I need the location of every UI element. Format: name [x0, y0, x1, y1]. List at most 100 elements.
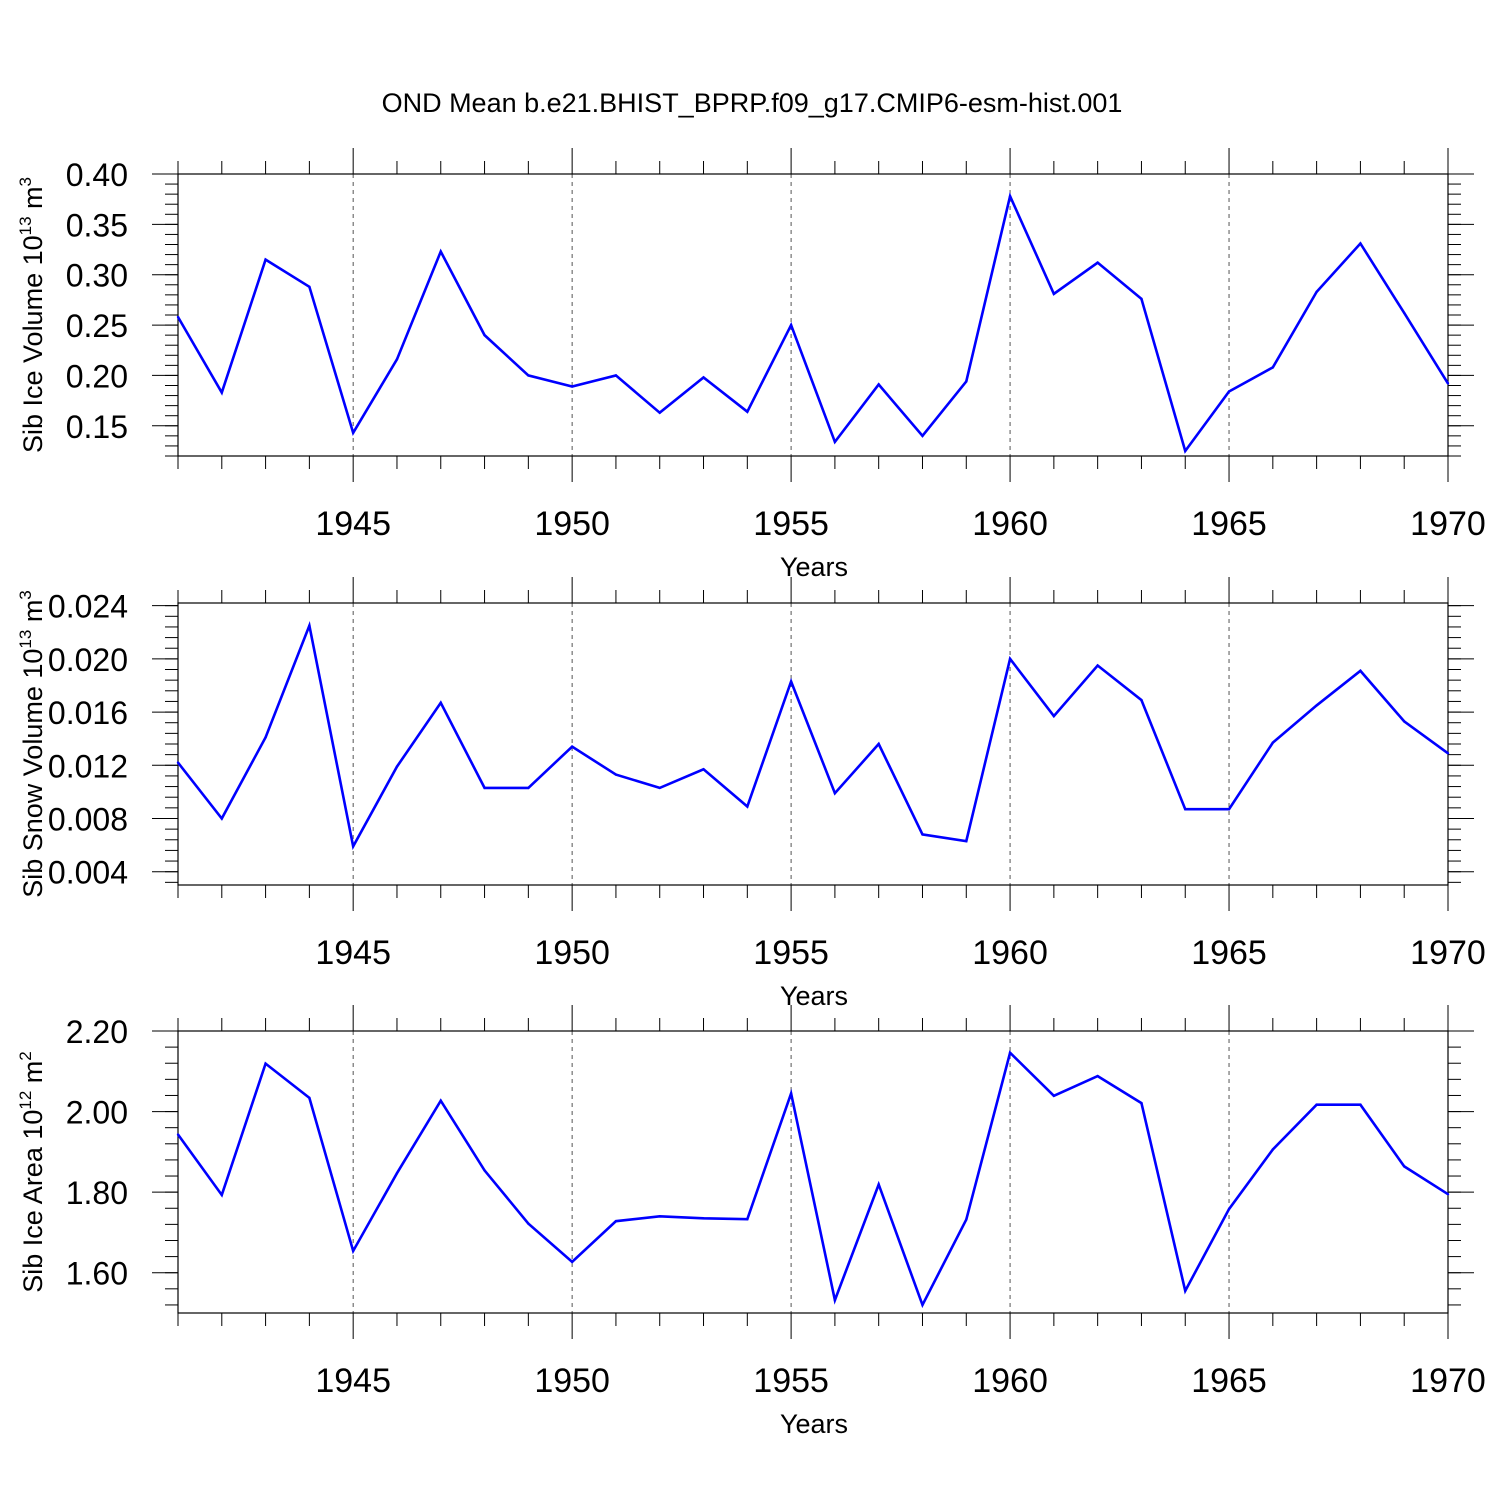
y-axis-title-unit-exponent: 3	[16, 177, 35, 186]
y-axis-title: Sib Snow Volume 1013 m3	[16, 590, 48, 898]
y-tick-label: 0.016	[48, 695, 128, 731]
x-axis-title: Years	[780, 981, 848, 1011]
x-tick-label: 1965	[1191, 505, 1267, 543]
data-point	[1140, 698, 1143, 702]
y-tick-label: 1.80	[66, 1175, 128, 1211]
data-point	[1184, 807, 1187, 811]
x-tick-label: 1960	[972, 934, 1048, 972]
x-tick-label: 1945	[315, 934, 391, 972]
data-point	[1359, 669, 1362, 673]
data-point	[1184, 449, 1187, 453]
data-point	[1096, 1074, 1099, 1078]
data-point	[965, 380, 968, 383]
x-tick-label: 1950	[534, 505, 610, 543]
data-point	[921, 833, 924, 836]
y-axis-title-unit: m	[18, 1061, 48, 1091]
data-point	[264, 258, 267, 261]
plot-frame	[177, 1030, 1449, 1314]
data-point	[351, 845, 355, 848]
data-point	[264, 736, 267, 739]
data-point	[220, 391, 223, 394]
data-point	[483, 333, 486, 337]
data-point	[527, 1222, 530, 1225]
y-tick-label: 2.00	[66, 1095, 128, 1131]
y-axis-title: Sib Ice Volume 1013 m3	[16, 177, 48, 453]
data-point	[483, 786, 486, 790]
y-tick-label: 0.012	[48, 748, 128, 784]
data-point	[1315, 290, 1318, 294]
data-point	[746, 1217, 749, 1221]
data-point	[439, 1099, 442, 1102]
y-tick-label: 0.024	[48, 589, 128, 625]
data-point	[395, 765, 399, 768]
data-point	[176, 315, 180, 319]
data-point	[308, 1096, 311, 1100]
data-point	[921, 1303, 924, 1307]
data-point	[921, 434, 924, 438]
data-point	[965, 839, 968, 843]
data-point	[1096, 261, 1099, 264]
data-point	[351, 1249, 355, 1253]
data-point	[1052, 714, 1056, 718]
data-point	[570, 745, 574, 748]
y-axis-title: Sib Ice Area 1012 m2	[16, 1051, 48, 1293]
y-axis-title-text: Sib Ice Volume 10	[18, 235, 48, 453]
x-tick-label: 1955	[753, 505, 829, 543]
y-tick-label: 0.008	[48, 801, 128, 837]
data-point	[1227, 807, 1231, 811]
x-tick-label: 1945	[315, 1362, 391, 1400]
data-point	[308, 285, 311, 288]
data-point	[220, 817, 223, 820]
data-point	[1052, 1094, 1056, 1098]
y-tick-label: 0.35	[66, 207, 128, 243]
data-point	[527, 374, 530, 377]
data-point	[877, 1183, 880, 1186]
x-tick-label: 1970	[1410, 934, 1486, 972]
data-point	[570, 1260, 574, 1264]
x-axis-title: Years	[780, 1409, 848, 1439]
data-point	[351, 431, 355, 435]
data-point	[1315, 1103, 1318, 1106]
data-point	[965, 1218, 968, 1221]
x-tick-label: 1970	[1410, 505, 1486, 543]
x-tick-label: 1950	[534, 1362, 610, 1400]
data-point	[1096, 664, 1099, 667]
y-tick-label: 0.20	[66, 358, 128, 394]
data-point	[1446, 382, 1450, 385]
data-point	[789, 1092, 793, 1095]
x-tick-label: 1960	[972, 1362, 1048, 1400]
data-point	[1403, 311, 1406, 315]
data-point	[527, 786, 530, 790]
data-point	[1052, 292, 1056, 296]
y-axis-title-unit-exponent: 2	[16, 1051, 35, 1060]
x-tick-label: 1965	[1191, 1362, 1267, 1400]
data-point	[1008, 1051, 1012, 1054]
data-point	[1271, 741, 1275, 744]
y-axis-title-unit-exponent: 3	[16, 590, 35, 599]
panel-2: 0.004 0.008 0.012 0.016 0.020 0.024 1945 1950 19…	[16, 577, 1486, 1011]
y-axis-title-text: Sib Ice Area 10	[18, 1110, 48, 1293]
x-tick-label: 1970	[1410, 1362, 1486, 1400]
data-point	[1446, 1192, 1450, 1196]
data-point	[570, 385, 574, 388]
data-point	[702, 376, 705, 379]
data-point	[1140, 1101, 1143, 1105]
data-point	[877, 383, 880, 386]
data-point	[264, 1062, 267, 1065]
data-point	[1359, 242, 1362, 245]
data-point	[658, 1215, 661, 1218]
data-point	[1403, 1165, 1406, 1168]
data-point	[1008, 657, 1012, 661]
series-line	[176, 1050, 1449, 1309]
y-tick-label: 0.25	[66, 308, 128, 344]
data-point	[1184, 1289, 1187, 1293]
x-tick-label: 1955	[753, 1362, 829, 1400]
x-axis-title: Years	[780, 552, 848, 582]
data-point	[176, 761, 180, 764]
data-point	[658, 411, 661, 414]
data-point	[658, 786, 661, 790]
data-point	[746, 805, 749, 808]
y-axis-title-exponent: 13	[16, 630, 35, 649]
y-tick-label: 0.004	[48, 855, 128, 891]
data-point	[308, 624, 311, 627]
